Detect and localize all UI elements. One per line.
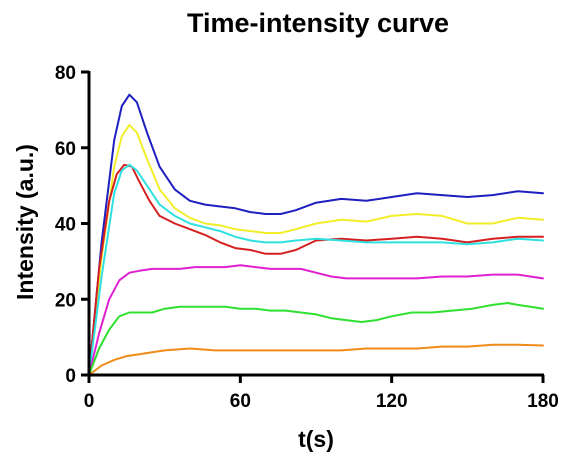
x-tick-label: 120 — [376, 391, 408, 412]
series-layer — [88, 93, 544, 376]
x-tick-label: 60 — [230, 391, 251, 412]
y-tick-label: 20 — [55, 290, 76, 311]
y-tick-label: 0 — [65, 366, 76, 387]
series-line-4 — [88, 163, 544, 376]
x-tick-label: 180 — [527, 391, 559, 412]
series-line-5 — [88, 264, 544, 376]
y-axis-label: Intensity (a.u.) — [12, 144, 38, 300]
series-line-2 — [88, 124, 544, 376]
series-line-6 — [88, 302, 544, 376]
chart-title: Time-intensity curve — [187, 8, 449, 38]
y-tick-label: 80 — [55, 63, 76, 84]
axes-layer: 0 20 40 60 80 0 60 120 180 — [55, 63, 559, 412]
y-tick-label: 40 — [55, 215, 76, 236]
series-line-1 — [88, 93, 544, 376]
y-tick-label: 60 — [55, 139, 76, 160]
x-axis-label: t(s) — [298, 426, 334, 452]
series-line-7 — [88, 343, 544, 376]
x-tick-label: 0 — [84, 391, 95, 412]
